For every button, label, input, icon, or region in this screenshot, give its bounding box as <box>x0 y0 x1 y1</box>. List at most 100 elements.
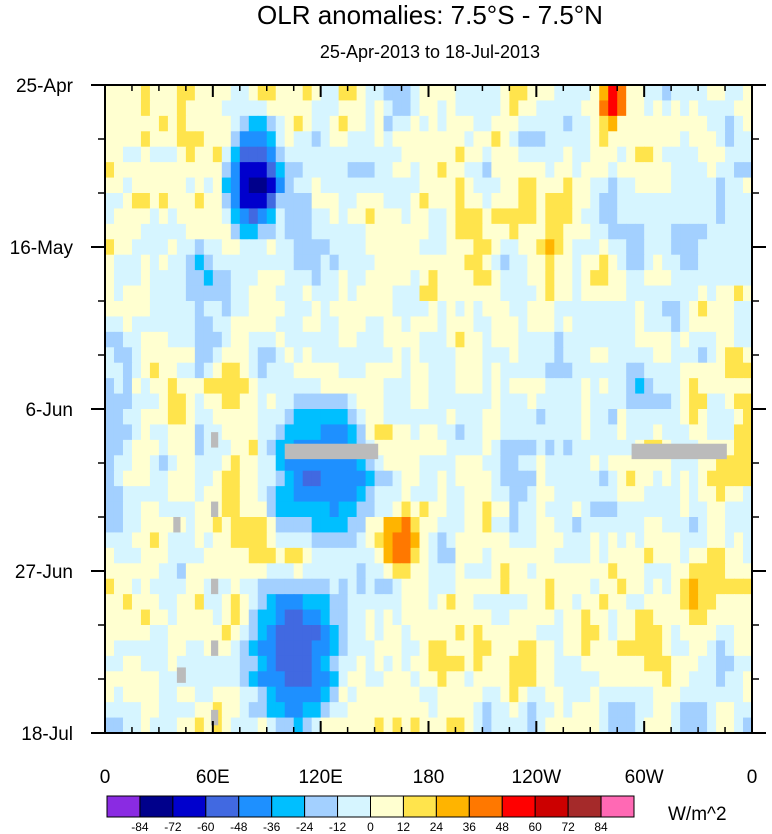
field-cell <box>689 270 699 287</box>
field-cell <box>365 578 376 595</box>
field-cell <box>653 424 663 441</box>
field-cell <box>410 470 421 487</box>
field-cell <box>167 254 178 271</box>
field-cell <box>158 470 169 487</box>
field-cell <box>743 393 752 410</box>
field-cell <box>410 301 421 318</box>
field-cell <box>563 486 573 503</box>
field-cell <box>131 362 142 379</box>
field-cell <box>590 239 600 256</box>
field-cell <box>365 671 376 688</box>
field-cell <box>320 625 331 642</box>
field-cell <box>401 285 412 302</box>
field-cell <box>266 208 277 225</box>
field-cell <box>482 316 493 333</box>
field-cell <box>176 193 187 210</box>
field-cell <box>617 146 627 163</box>
field-cell <box>635 424 645 441</box>
field-cell <box>311 316 322 333</box>
field-cell <box>105 640 115 657</box>
field-cell <box>734 532 744 549</box>
field-cell <box>293 501 304 518</box>
field-cell <box>383 409 394 426</box>
field-cell <box>662 301 672 318</box>
field-cell <box>149 547 160 564</box>
field-cell <box>554 223 564 240</box>
field-cell <box>545 393 555 410</box>
field-cell <box>662 563 672 580</box>
field-cell <box>689 254 699 271</box>
field-cell <box>617 362 627 379</box>
field-cell <box>662 208 672 225</box>
field-cell <box>329 470 340 487</box>
field-cell <box>545 655 555 672</box>
field-cell <box>527 270 537 287</box>
field-cell <box>518 85 528 102</box>
field-cell <box>509 131 519 148</box>
field-cell <box>698 146 708 163</box>
field-cell <box>653 609 663 626</box>
field-cell <box>473 439 484 456</box>
field-cell <box>167 393 178 410</box>
field-cell <box>563 85 573 102</box>
field-cell <box>374 655 385 672</box>
field-cell <box>239 640 250 657</box>
field-cell <box>437 439 448 456</box>
field-cell <box>176 270 187 287</box>
field-cell <box>689 347 699 364</box>
field-cell <box>743 378 752 395</box>
field-cell <box>140 193 151 210</box>
field-cell <box>464 362 475 379</box>
field-cell <box>419 285 430 302</box>
field-cell <box>437 301 448 318</box>
field-cell <box>122 177 133 194</box>
field-cell <box>527 409 537 426</box>
field-cell <box>221 115 232 132</box>
field-cell <box>725 393 735 410</box>
field-cell <box>365 131 376 148</box>
field-cell <box>653 517 663 534</box>
field-cell <box>257 223 268 240</box>
field-cell <box>167 223 178 240</box>
field-cell <box>626 347 636 364</box>
field-cell <box>149 439 160 456</box>
field-cell <box>158 609 169 626</box>
field-cell <box>716 239 726 256</box>
field-cell <box>734 578 744 595</box>
field-cell <box>185 470 196 487</box>
field-cell <box>626 301 636 318</box>
field-cell <box>311 563 322 580</box>
field-cell <box>680 532 690 549</box>
field-cell <box>293 131 304 148</box>
field-cell <box>383 285 394 302</box>
field-cell <box>221 655 232 672</box>
field-cell <box>302 501 313 518</box>
field-cell <box>131 115 142 132</box>
field-cell <box>500 424 510 441</box>
field-cell <box>473 393 484 410</box>
field-cell <box>635 177 645 194</box>
field-cell <box>221 239 232 256</box>
field-cell <box>410 486 421 503</box>
field-cell <box>221 671 232 688</box>
field-cell <box>230 193 241 210</box>
field-cell <box>545 532 555 549</box>
field-cell <box>428 625 439 642</box>
field-cell <box>105 547 115 564</box>
field-cell <box>500 162 510 179</box>
field-cell <box>293 424 304 441</box>
field-cell <box>482 193 493 210</box>
field-cell <box>626 316 636 333</box>
field-cell <box>212 131 223 148</box>
field-cell <box>743 655 752 672</box>
field-cell <box>536 717 546 733</box>
field-cell <box>581 285 591 302</box>
field-cell <box>131 193 142 210</box>
field-cell <box>239 223 250 240</box>
field-cell <box>617 393 627 410</box>
field-cell <box>347 254 358 271</box>
field-cell <box>311 393 322 410</box>
field-cell <box>185 717 196 733</box>
field-cell <box>401 486 412 503</box>
field-cell <box>590 671 600 688</box>
